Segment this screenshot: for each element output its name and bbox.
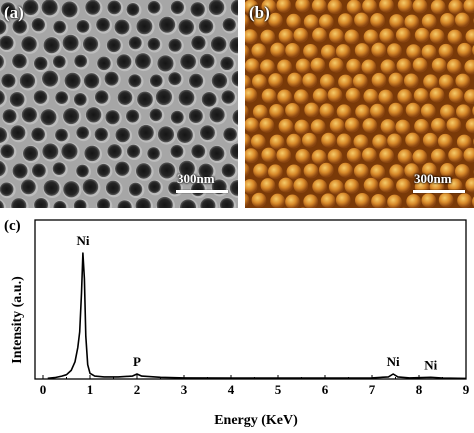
panel-b-scale-label: 300nm: [414, 171, 452, 186]
peak-label: Ni: [76, 233, 89, 248]
x-axis-label: Energy (KeV): [214, 413, 298, 428]
afm-image-panel: (b) 300nm: [245, 0, 474, 208]
x-tick-label: 2: [134, 382, 141, 397]
x-tick-label: 0: [40, 382, 47, 397]
peak-label: Ni: [424, 357, 437, 372]
panel-a-scale-label: 300nm: [177, 171, 215, 186]
panel-a-scale-bar: [176, 190, 228, 193]
panel-c-label: (c): [4, 218, 21, 234]
peak-label: P: [133, 354, 141, 369]
y-axis-label: Intensity (a.u.): [10, 276, 25, 364]
x-tick-label: 7: [369, 382, 376, 397]
x-tick-label: 5: [275, 382, 282, 397]
x-tick-label: 9: [463, 382, 470, 397]
panel-b-scale-bar: [413, 190, 465, 193]
x-tick-label: 6: [322, 382, 329, 397]
x-tick-label: 3: [181, 382, 188, 397]
eds-spectrum-panel: (c) Intensity (a.u.) Energy (KeV) 0 1 2 3 4 5…: [0, 210, 474, 433]
x-tick-label: 4: [228, 382, 235, 397]
bump-pattern: [245, 0, 474, 208]
x-tick-label: 8: [416, 382, 423, 397]
x-tick-label: 1: [87, 382, 94, 397]
eds-spectrum-chart: (c) Intensity (a.u.) Energy (KeV) 0 1 2 3 4 5…: [4, 218, 470, 428]
plot-frame: [34, 219, 467, 380]
panel-b-label: (b): [249, 3, 270, 22]
spectrum-line: [47, 252, 467, 380]
sem-image: [0, 0, 238, 208]
sem-image-panel: (a) 300nm: [0, 0, 238, 208]
afm-image: [245, 0, 474, 208]
peak-label: Ni: [387, 354, 400, 369]
pore-pattern: [0, 0, 238, 208]
panel-a-label: (a): [4, 3, 24, 22]
